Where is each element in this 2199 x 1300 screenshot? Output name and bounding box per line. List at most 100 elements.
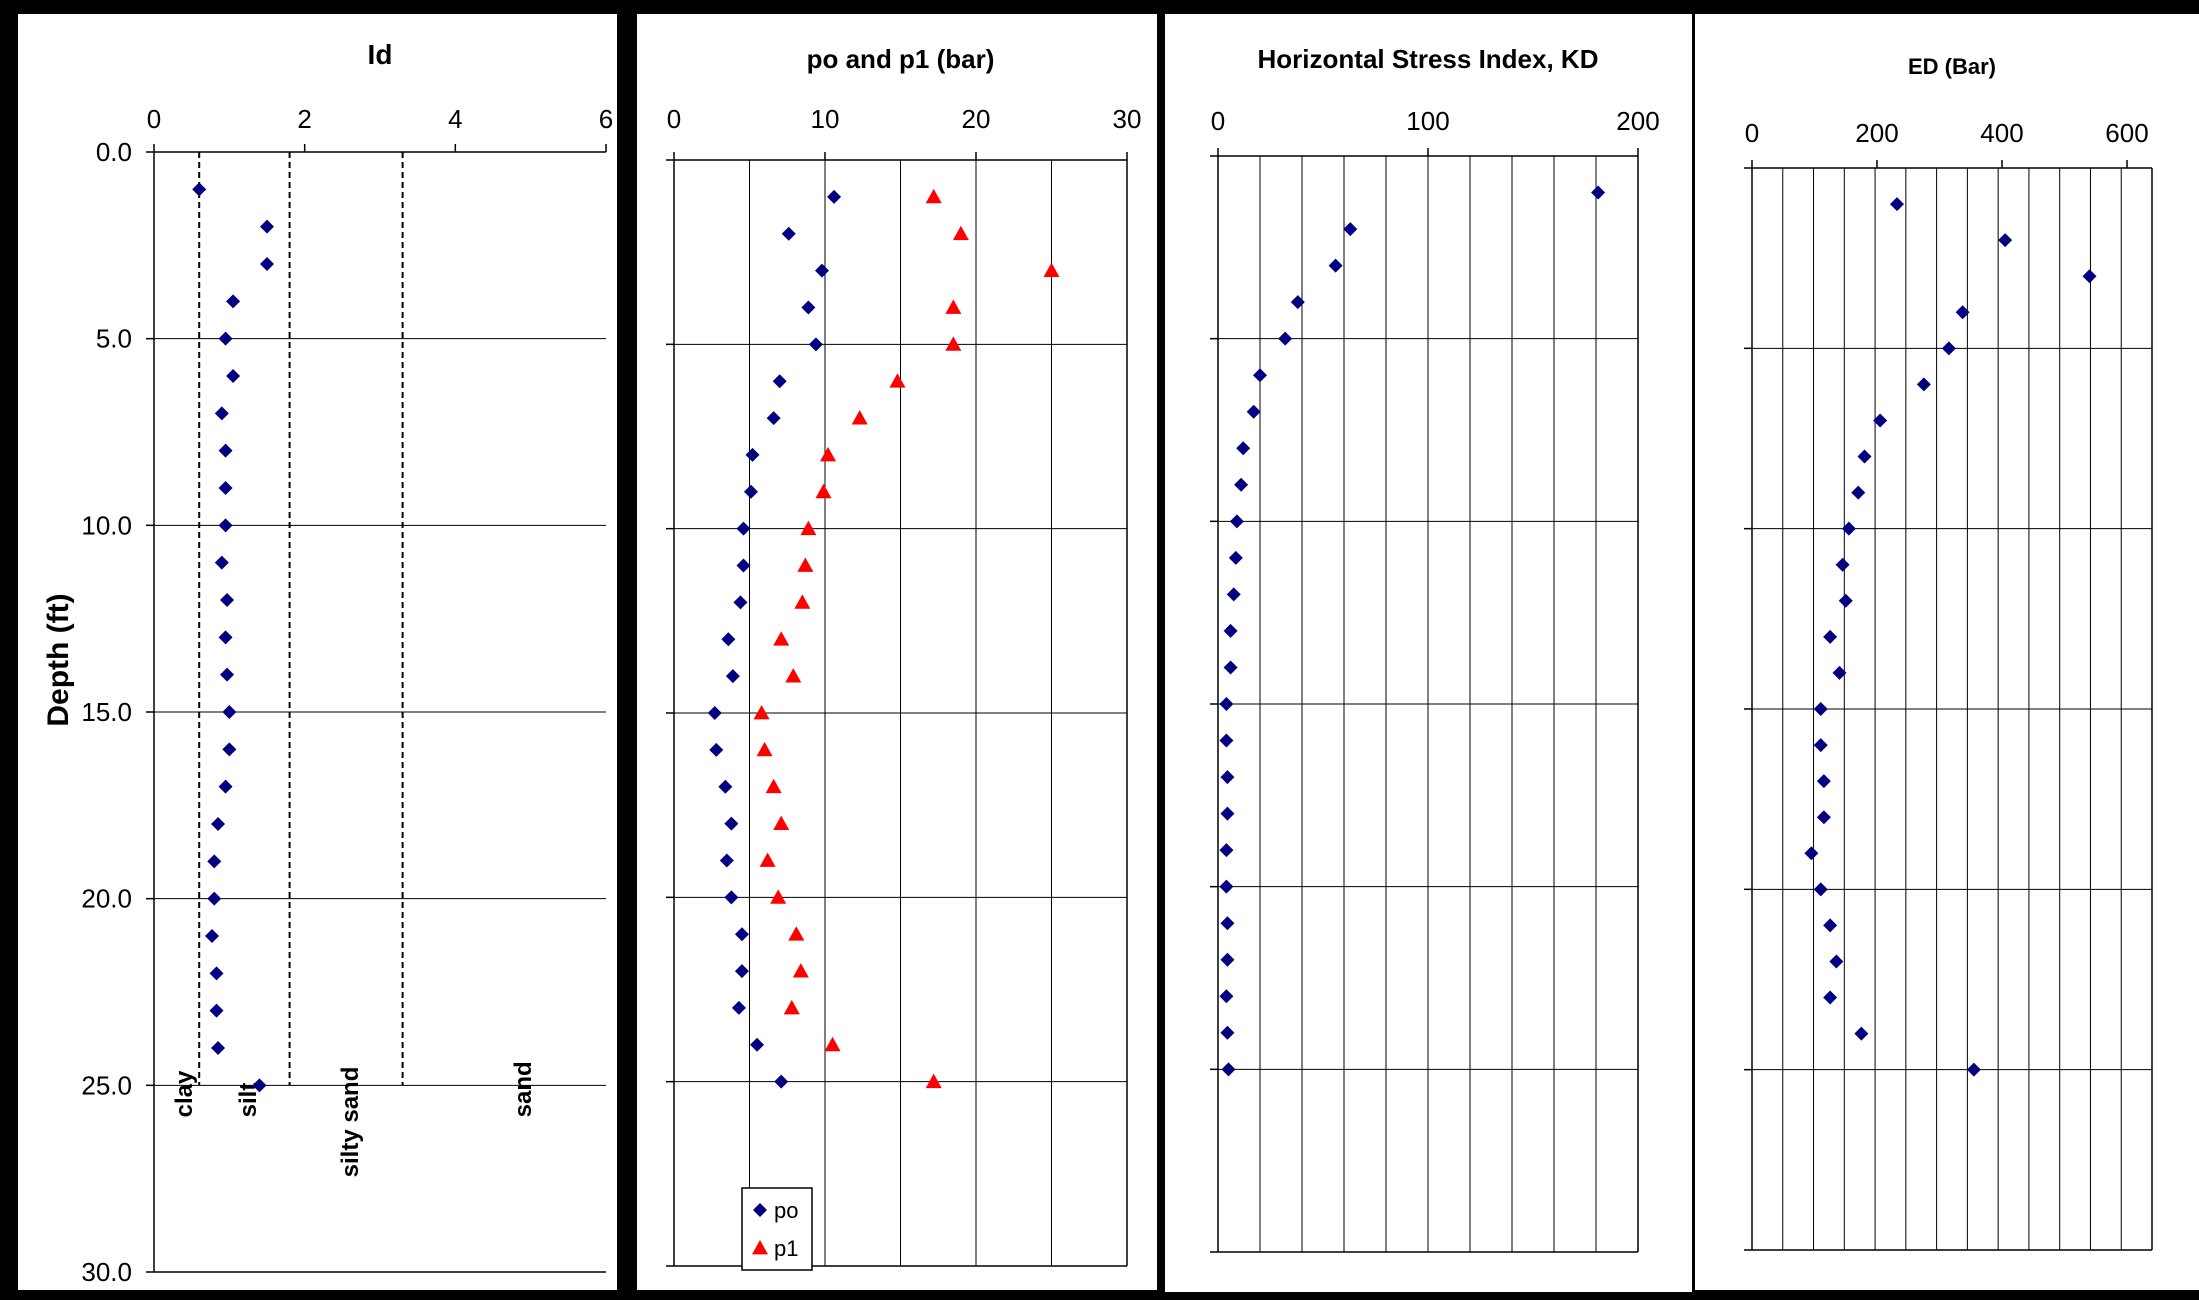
x-tick-label: 200 bbox=[1855, 118, 1898, 148]
data-point-value bbox=[226, 294, 241, 309]
x-tick-label: 0 bbox=[1745, 118, 1759, 148]
data-point-value bbox=[1219, 697, 1234, 711]
chart-panel-2: 0 10 20 30 po and p1 (bar) po p1 bbox=[637, 14, 1157, 1290]
y-tick-label: 20.0 bbox=[81, 884, 132, 914]
data-point-p1 bbox=[765, 778, 782, 794]
data-point-value bbox=[214, 406, 229, 421]
legend-marker-po bbox=[753, 1203, 767, 1217]
data-point-p1 bbox=[770, 889, 787, 904]
data-point-po bbox=[814, 263, 829, 278]
data-point-value bbox=[1823, 918, 1838, 933]
data-point-po bbox=[750, 1037, 765, 1052]
data-point-value bbox=[1916, 377, 1931, 392]
data-point-value bbox=[1236, 441, 1251, 456]
data-point-value bbox=[1343, 222, 1358, 237]
data-point-p1 bbox=[773, 815, 790, 830]
zone-label: sand bbox=[510, 1061, 537, 1117]
data-point-value bbox=[218, 443, 233, 458]
data-point-value bbox=[1835, 557, 1850, 572]
data-point-po bbox=[707, 706, 722, 720]
data-point-po bbox=[721, 632, 736, 647]
data-point-value bbox=[222, 705, 237, 719]
data-point-value bbox=[220, 667, 235, 682]
data-point-value bbox=[214, 555, 229, 570]
data-point-p1 bbox=[1043, 262, 1060, 277]
data-point-value bbox=[1223, 660, 1238, 675]
data-point-value bbox=[1328, 258, 1343, 273]
chart-panels: 0 2 4 6 0.0 5.0 10.0 15.0 20.0 25.0 30.0 Id clay silt… bbox=[18, 14, 2199, 1292]
data-point-po bbox=[733, 595, 748, 610]
data-point-value bbox=[1220, 770, 1235, 785]
data-point-p1 bbox=[815, 483, 832, 499]
data-point-value bbox=[260, 257, 274, 271]
data-point-p1 bbox=[792, 963, 809, 978]
data-point-po bbox=[734, 964, 749, 979]
data-point-value bbox=[1234, 477, 1249, 492]
data-point-po bbox=[744, 484, 759, 499]
data-point-value bbox=[1823, 990, 1838, 1005]
data-point-po bbox=[718, 779, 733, 794]
data-point-po bbox=[774, 1074, 789, 1089]
data-point-p1 bbox=[788, 926, 805, 941]
data-point-value bbox=[1941, 341, 1956, 356]
data-point-po bbox=[766, 411, 781, 426]
chart-title: Horizontal Stress Index, KD bbox=[1258, 44, 1599, 74]
data-point-po bbox=[827, 189, 842, 204]
data-point-value bbox=[1223, 623, 1238, 638]
data-point-value bbox=[1813, 702, 1828, 716]
data-point-value bbox=[1290, 295, 1305, 310]
legend-box bbox=[741, 1187, 813, 1271]
x-tick-label: 0 bbox=[1211, 106, 1225, 136]
data-point-p1 bbox=[945, 299, 962, 314]
data-point-value bbox=[209, 1003, 224, 1018]
chart-panel-1: 0 2 4 6 0.0 5.0 10.0 15.0 20.0 25.0 30.0 Id clay silt… bbox=[18, 14, 617, 1290]
data-point-value bbox=[222, 742, 237, 757]
data-point-value bbox=[1890, 197, 1904, 212]
data-point-po bbox=[734, 927, 749, 942]
data-point-value bbox=[207, 854, 222, 869]
data-point-value bbox=[1219, 843, 1234, 858]
data-point-p1 bbox=[925, 188, 942, 204]
x-tick-label: 6 bbox=[599, 104, 613, 134]
data-point-value bbox=[1823, 629, 1838, 644]
data-point-po bbox=[745, 447, 760, 462]
data-point-value bbox=[207, 891, 222, 906]
data-point-value bbox=[252, 1078, 267, 1093]
chart-title: ED (Bar) bbox=[1908, 54, 1996, 79]
data-point-po bbox=[725, 669, 740, 684]
data-point-value bbox=[1813, 738, 1828, 753]
x-tick-label: 0 bbox=[147, 104, 161, 134]
data-point-value bbox=[1851, 485, 1866, 500]
data-point-p1 bbox=[783, 999, 800, 1015]
data-point-po bbox=[736, 558, 751, 573]
data-point-value bbox=[1591, 185, 1606, 200]
chart-panel-4: 0 200 400 600 ED (Bar) bbox=[1695, 14, 2199, 1290]
data-point-po bbox=[724, 816, 739, 831]
data-point-value bbox=[1253, 368, 1267, 383]
data-point-po bbox=[731, 1000, 746, 1015]
data-point-p1 bbox=[824, 1036, 841, 1052]
data-point-value bbox=[1813, 882, 1828, 897]
legend-entry: p1 bbox=[774, 1236, 798, 1261]
data-point-p1 bbox=[794, 594, 811, 609]
x-tick-label: 100 bbox=[1406, 106, 1449, 136]
y-axis-label: Depth (ft) bbox=[42, 593, 75, 726]
data-point-value bbox=[1220, 952, 1235, 967]
y-tick-label: 30.0 bbox=[81, 1257, 132, 1287]
data-point-value bbox=[209, 966, 224, 981]
data-point-po bbox=[709, 742, 724, 757]
data-point-po bbox=[719, 853, 734, 868]
data-point-value bbox=[1219, 989, 1234, 1004]
x-tick-label: 20 bbox=[962, 104, 991, 134]
data-point-value bbox=[1219, 733, 1234, 748]
data-point-value bbox=[1246, 404, 1261, 419]
data-point-value bbox=[1220, 1025, 1235, 1040]
panel-background bbox=[637, 14, 1157, 1290]
data-point-value bbox=[1829, 954, 1844, 969]
data-point-value bbox=[1229, 514, 1244, 529]
data-point-value bbox=[218, 518, 233, 533]
y-tick-label: 5.0 bbox=[96, 324, 132, 354]
data-point-value bbox=[218, 481, 233, 495]
data-point-value bbox=[1219, 879, 1234, 894]
